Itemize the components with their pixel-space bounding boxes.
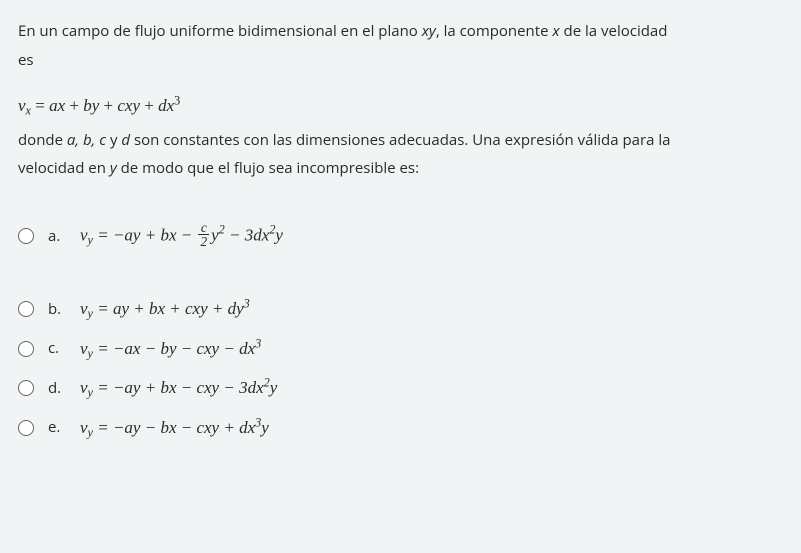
stem-line-4: velocidad en y de modo que el flujo sea … [18, 157, 783, 180]
f-body: = −ay + bx − cxy − 3dx [93, 378, 264, 397]
option-formula: vy = −ax − by − cxy − dx3 [80, 336, 261, 362]
x-var: x [552, 21, 559, 41]
y-var: y [110, 158, 117, 178]
stem-line-2: es [18, 49, 783, 72]
f-body: y [211, 225, 219, 244]
eq-rhs: = ax + by + cxy + dx3 [35, 96, 180, 115]
f-body: y [275, 225, 283, 244]
d-const: d [121, 130, 134, 150]
option-letter: a. [48, 225, 66, 248]
option-letter: e. [48, 416, 66, 439]
stem-text: , la componente [436, 21, 553, 41]
radio-icon[interactable] [18, 301, 34, 317]
frac-den: 2 [198, 234, 209, 249]
options-list: a. vy = −ay + bx − c2y2 − 3dx2y b. vy = … [18, 222, 783, 441]
eq-sub: x [26, 103, 31, 117]
f-body: = −ay − bx − cxy + dx [93, 418, 255, 437]
option-formula: vy = −ay + bx − cxy − 3dx2y [80, 375, 277, 401]
option-e[interactable]: e. vy = −ay − bx − cxy + dx3y [18, 415, 783, 441]
stem-text: son constantes con las dimensiones adecu… [134, 130, 670, 150]
fraction: c2 [198, 221, 209, 250]
question-stem: En un campo de flujo uniforme bidimensio… [18, 20, 783, 180]
stem-text: velocidad en [18, 158, 110, 178]
option-formula: vy = ay + bx + cxy + dy3 [80, 296, 250, 322]
option-letter: b. [48, 298, 66, 321]
consts: a, b, c [67, 130, 110, 150]
f-var: v [80, 378, 88, 397]
xy-var: xy [422, 21, 436, 41]
stem-text: donde [18, 130, 67, 150]
f-exp: 3 [244, 297, 250, 311]
option-formula: vy = −ay + bx − c2y2 − 3dx2y [80, 222, 283, 251]
option-a[interactable]: a. vy = −ay + bx − c2y2 − 3dx2y [18, 222, 783, 251]
f-var: v [80, 418, 88, 437]
radio-icon[interactable] [18, 420, 34, 436]
radio-icon[interactable] [18, 228, 34, 244]
option-formula: vy = −ay − bx − cxy + dx3y [80, 415, 269, 441]
f-body: = −ax − by − cxy − dx [93, 339, 255, 358]
stem-text: y [110, 130, 121, 150]
f-body: y [270, 378, 278, 397]
stem-text: de modo que el flujo sea incompresible e… [117, 158, 419, 178]
stem-line-1: En un campo de flujo uniforme bidimensio… [18, 20, 783, 43]
f-var: v [80, 339, 88, 358]
eq-var: v [18, 96, 26, 115]
f-body: y [261, 418, 269, 437]
f-var: v [80, 299, 88, 318]
radio-icon[interactable] [18, 341, 34, 357]
stem-line-3: donde a, b, c y d son constantes con las… [18, 129, 783, 152]
option-b[interactable]: b. vy = ay + bx + cxy + dy3 [18, 296, 783, 322]
option-c[interactable]: c. vy = −ax − by − cxy − dx3 [18, 336, 783, 362]
f-body: = −ay + bx − [93, 225, 196, 244]
option-letter: d. [48, 377, 66, 400]
stem-equation: vx = ax + by + cxy + dx3 [18, 93, 783, 119]
option-letter: c. [48, 337, 66, 360]
stem-text: de la velocidad [560, 21, 668, 41]
f-var: v [80, 225, 88, 244]
f-body: = ay + bx + cxy + dy [93, 299, 244, 318]
stem-text: En un campo de flujo uniforme bidimensio… [18, 21, 422, 41]
f-exp: 3 [255, 336, 261, 350]
frac-num: c [198, 221, 209, 235]
radio-icon[interactable] [18, 380, 34, 396]
f-body: − 3dx [225, 225, 270, 244]
option-d[interactable]: d. vy = −ay + bx − cxy − 3dx2y [18, 375, 783, 401]
